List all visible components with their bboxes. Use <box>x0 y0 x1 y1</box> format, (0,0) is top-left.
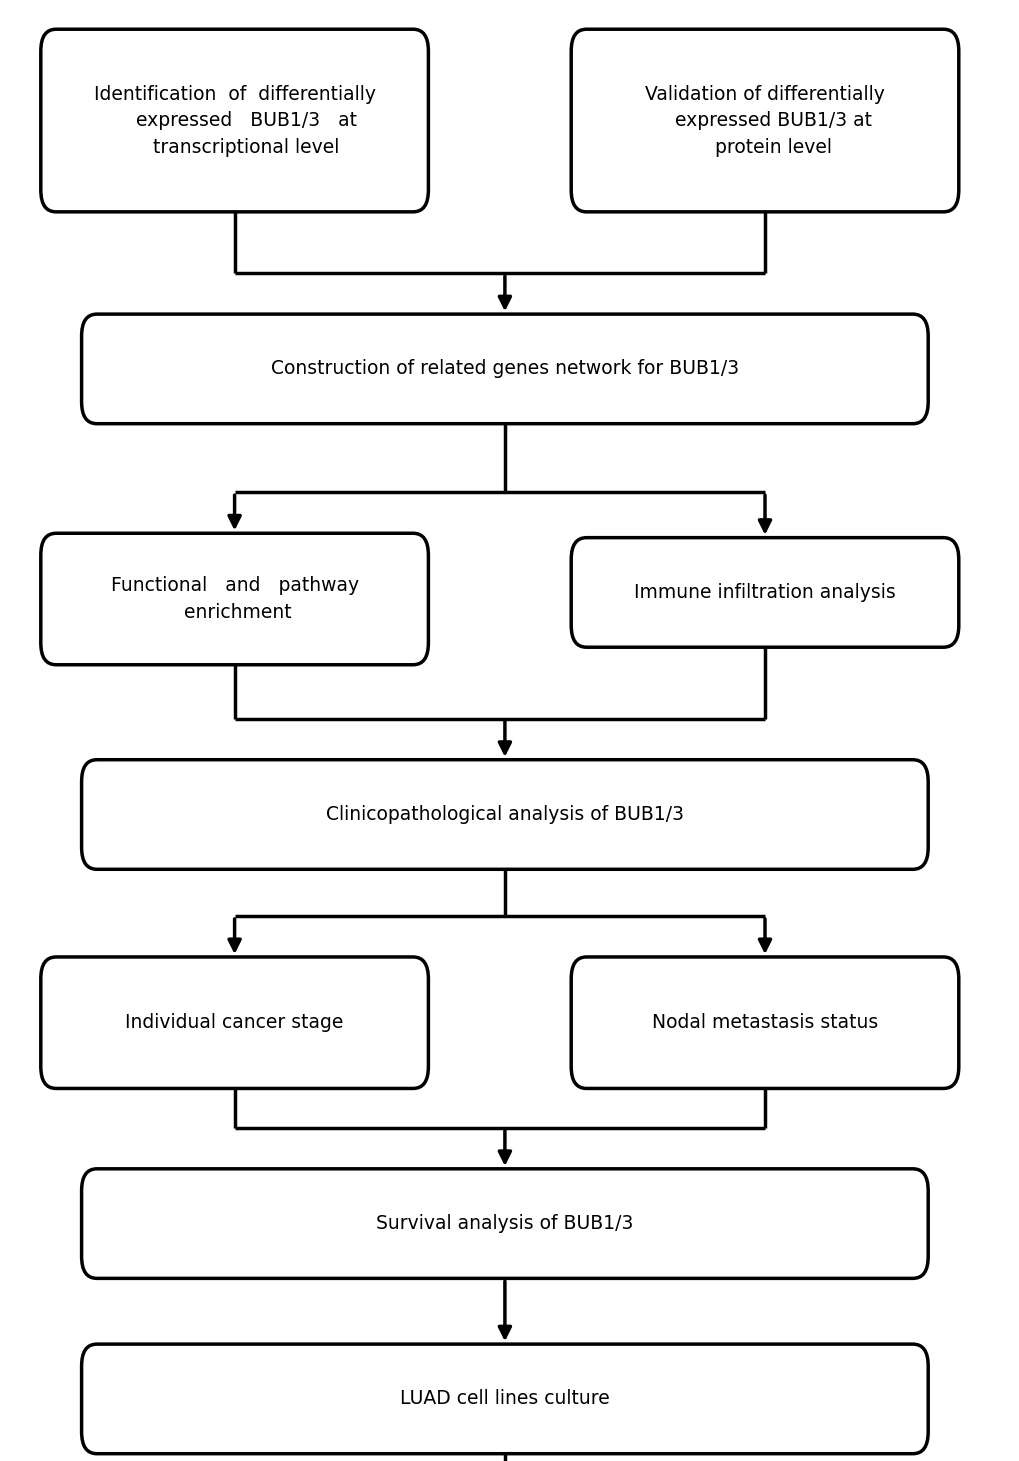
Text: Survival analysis of BUB1/3: Survival analysis of BUB1/3 <box>376 1214 633 1233</box>
Text: Nodal metastasis status: Nodal metastasis status <box>651 1012 877 1033</box>
FancyBboxPatch shape <box>82 1344 927 1454</box>
FancyBboxPatch shape <box>571 538 958 647</box>
FancyBboxPatch shape <box>41 533 428 665</box>
FancyBboxPatch shape <box>571 957 958 1088</box>
Text: Individual cancer stage: Individual cancer stage <box>125 1012 343 1033</box>
Text: Validation of differentially
   expressed BUB1/3 at
   protein level: Validation of differentially expressed B… <box>644 85 884 156</box>
FancyBboxPatch shape <box>41 957 428 1088</box>
FancyBboxPatch shape <box>82 760 927 869</box>
Text: Identification  of  differentially
    expressed   BUB1/3   at
    transcription: Identification of differentially express… <box>94 85 375 156</box>
Text: Clinicopathological analysis of BUB1/3: Clinicopathological analysis of BUB1/3 <box>326 805 683 824</box>
Text: Construction of related genes network for BUB1/3: Construction of related genes network fo… <box>271 359 738 378</box>
Text: Functional   and   pathway
 enrichment: Functional and pathway enrichment <box>110 576 359 622</box>
FancyBboxPatch shape <box>82 314 927 424</box>
FancyBboxPatch shape <box>41 29 428 212</box>
FancyBboxPatch shape <box>571 29 958 212</box>
Text: Immune infiltration analysis: Immune infiltration analysis <box>634 583 895 602</box>
FancyBboxPatch shape <box>82 1169 927 1278</box>
Text: LUAD cell lines culture: LUAD cell lines culture <box>399 1389 609 1408</box>
